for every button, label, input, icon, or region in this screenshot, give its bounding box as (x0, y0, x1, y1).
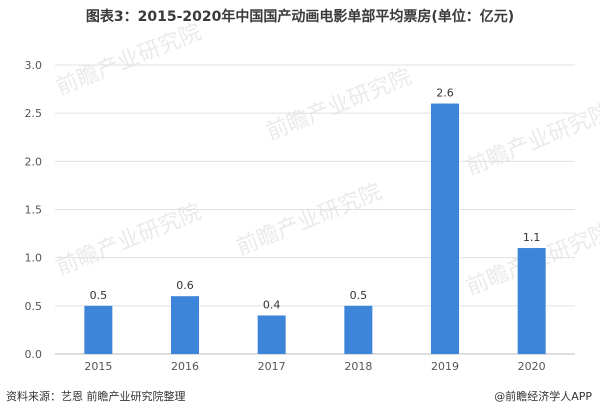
watermark-text: 前瞻产业研究院 (53, 200, 205, 281)
data-label: 0.6 (176, 279, 194, 292)
x-tick-label: 2016 (171, 360, 199, 373)
bar (257, 315, 286, 354)
y-tick-label: 0.0 (25, 348, 43, 361)
data-label: 0.5 (90, 289, 108, 302)
watermark-text: 前瞻产业研究院 (53, 20, 205, 101)
bars (84, 103, 546, 355)
bar (344, 305, 373, 354)
source-note: 资料来源：艺恩 前瞻产业研究院整理 (6, 390, 186, 403)
x-tick-label: 2018 (344, 360, 372, 373)
x-tick-label: 2020 (518, 360, 546, 373)
data-label: 2.6 (436, 87, 454, 100)
x-tick-label: 2017 (258, 360, 286, 373)
y-tick-label: 2.0 (25, 155, 43, 168)
watermark-text: 前瞻产业研究院 (233, 180, 385, 261)
bar (517, 248, 546, 354)
y-tick-label: 3.0 (25, 59, 43, 72)
data-label: 0.5 (350, 289, 368, 302)
y-tick-label: 1.0 (25, 252, 43, 265)
chart-title: 图表3：2015-2020年中国国产动画电影单部平均票房(单位：亿元) (85, 9, 515, 25)
x-tick-label: 2015 (84, 360, 112, 373)
x-axis-ticks: 2015 2016 2017 2018 2019 2020 (84, 360, 545, 373)
data-labels: 0.5 0.6 0.4 0.5 2.6 1.1 (90, 87, 541, 312)
data-label: 0.4 (263, 298, 281, 311)
bar (431, 103, 459, 355)
y-tick-label: 0.5 (25, 300, 43, 313)
x-tick-label: 2019 (431, 360, 459, 373)
brand-credit: @前瞻经济学人APP (494, 390, 592, 403)
y-axis-ticks: 0.0 0.5 1.0 1.5 2.0 2.5 3.0 (25, 59, 43, 361)
gridlines (55, 64, 575, 355)
bar (84, 305, 113, 354)
watermark-text: 前瞻产业研究院 (263, 65, 415, 146)
y-tick-label: 1.5 (25, 204, 43, 217)
bar (171, 296, 199, 354)
data-label: 1.1 (523, 231, 541, 244)
y-tick-label: 2.5 (25, 107, 43, 120)
watermark-text: 前瞻产业研究院 (463, 100, 600, 181)
